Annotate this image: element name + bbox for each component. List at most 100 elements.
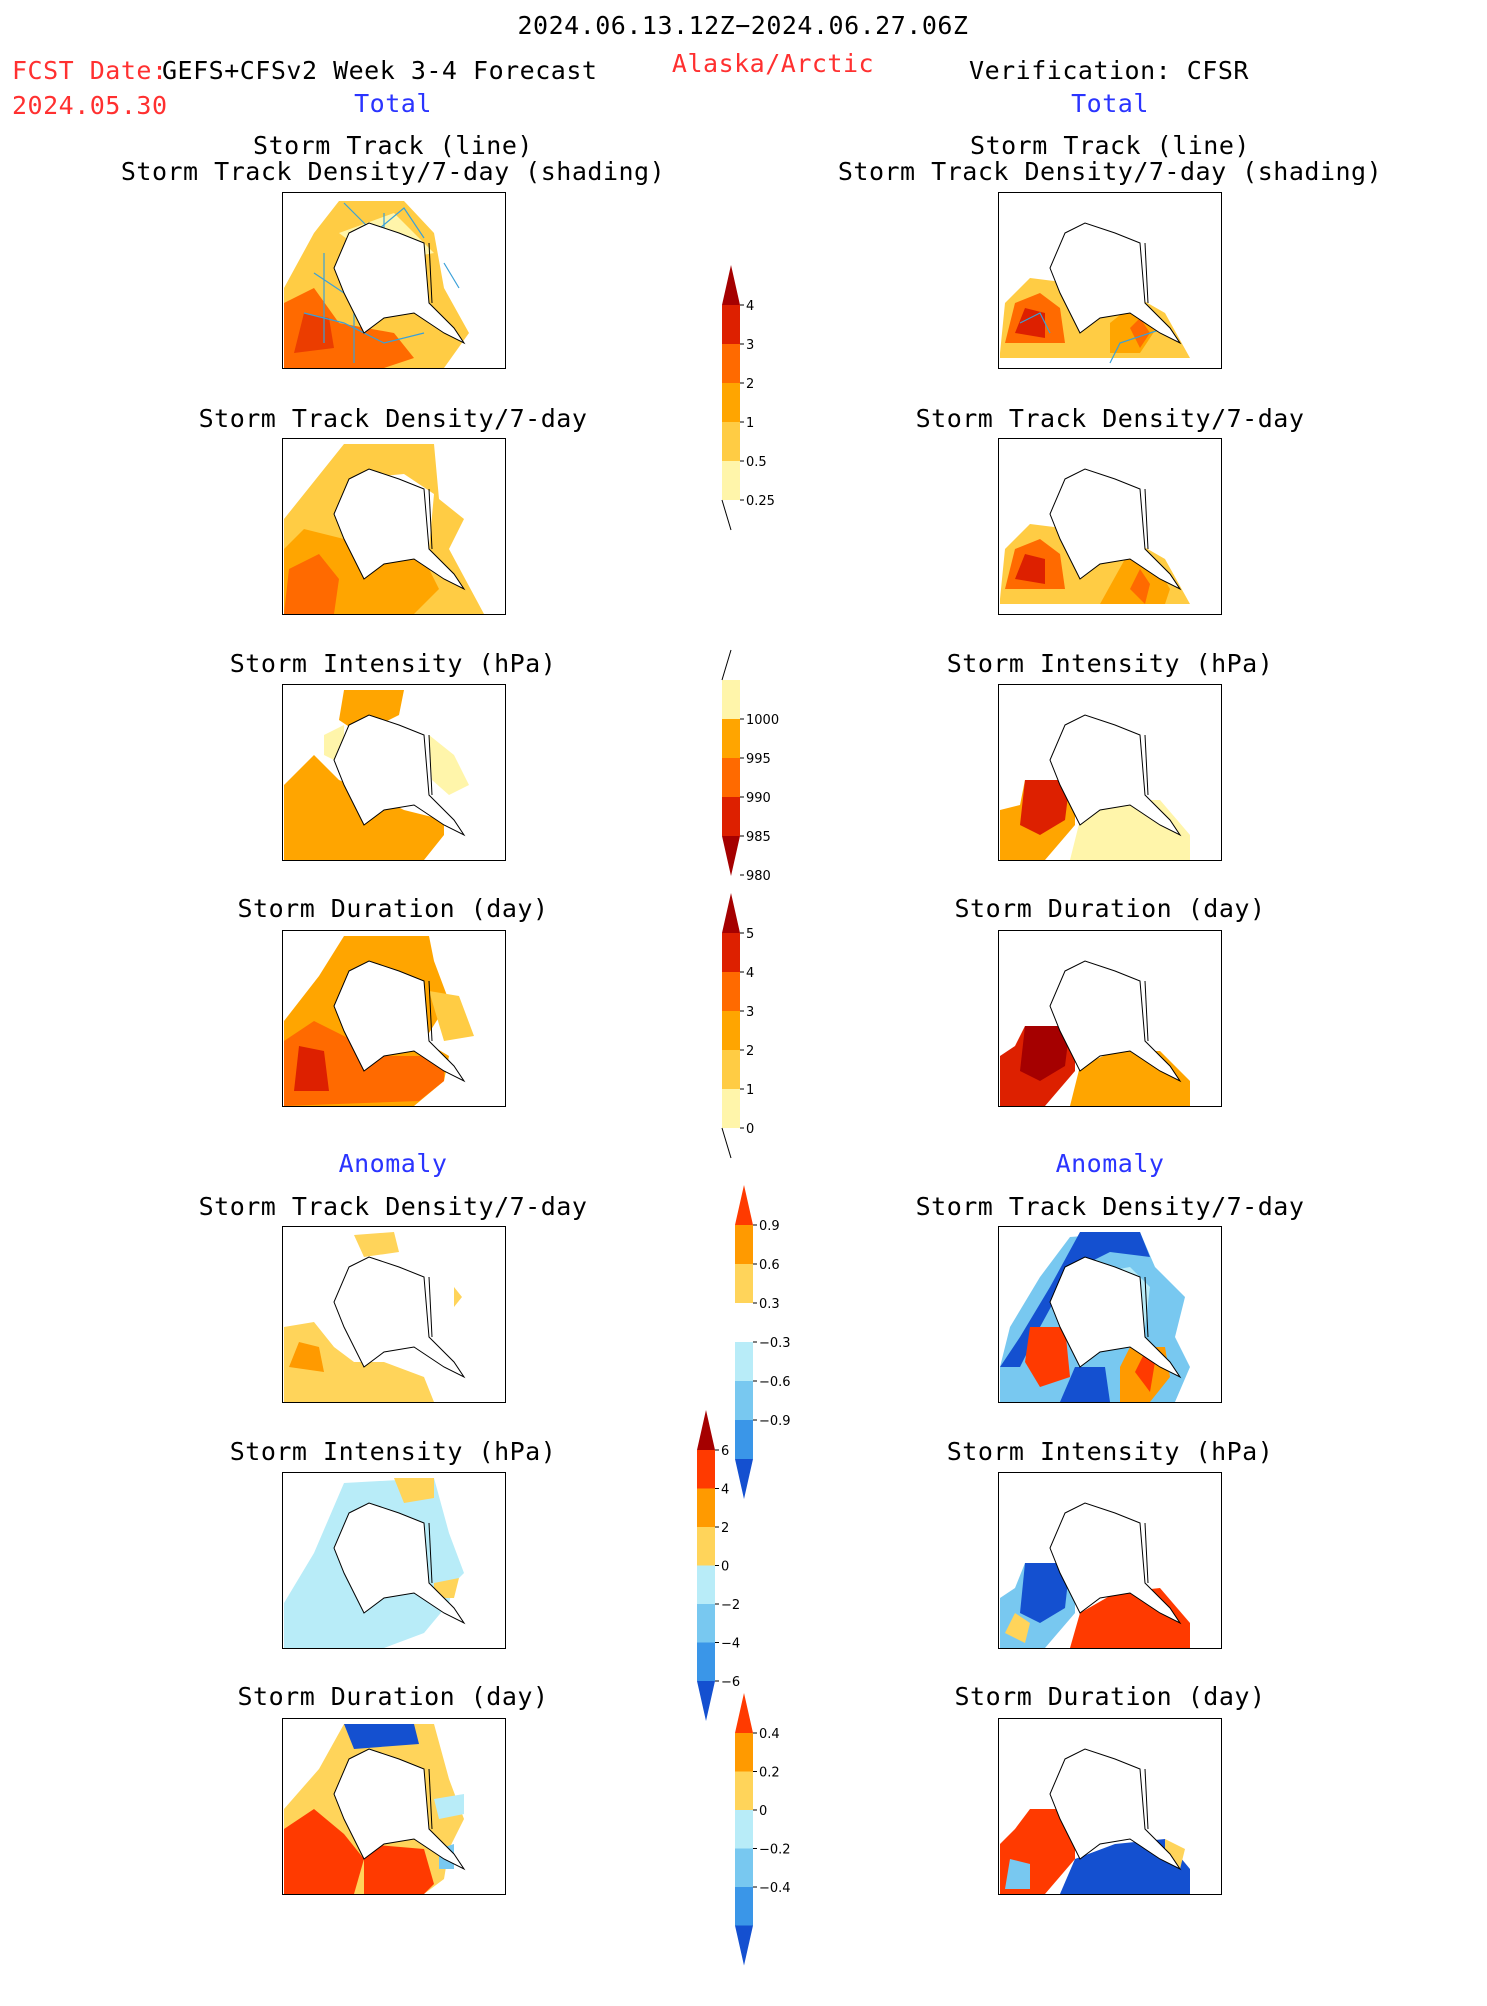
colorbar-segment (697, 1488, 715, 1527)
colorbar-tick-label: −6 (721, 1675, 740, 1690)
panel-title-duration-anom-right: Storm Duration (day) (954, 1682, 1266, 1711)
colorbar-tick-label: 0.2 (759, 1766, 780, 1781)
colorbar-segment (697, 1565, 715, 1604)
colorbar-top-triangle (722, 265, 740, 305)
panel-title-duration-right: Storm Duration (day) (954, 894, 1266, 923)
map-density-anomaly-verification (998, 1226, 1222, 1403)
model-title: GEFS+CFSv2 Week 3-4 Forecast (162, 56, 598, 85)
colorbar-segment (735, 1887, 753, 1926)
colorbar-tick-label: 1000 (746, 713, 779, 728)
panel-title-intensity-right: Storm Intensity (hPa) (946, 649, 1274, 678)
alaska-coastline (1049, 1256, 1182, 1379)
colorbar-tick-label: −0.6 (759, 1375, 791, 1390)
colorbar-segment (735, 1303, 753, 1342)
colorbar-tick-label: 0 (759, 1804, 767, 1819)
colorbar-density: 4 3 2 1 0.5 0.25 (721, 265, 785, 540)
colorbar-segment (735, 1810, 753, 1849)
colorbar-segment (735, 1381, 753, 1420)
colorbar-bottom-triangle (735, 1925, 753, 1966)
colorbar-segment (697, 1604, 715, 1643)
panel-title-intensity-anom-right: Storm Intensity (hPa) (946, 1437, 1274, 1466)
alaska-coastline (1049, 960, 1182, 1083)
panel-title-density-left: Storm Track Density/7-day (198, 404, 588, 433)
colorbar-tick-label: 3 (746, 1005, 754, 1020)
colorbar-tail (721, 649, 732, 681)
colorbar-segment (735, 1225, 753, 1264)
panel-title-density-anom-left: Storm Track Density/7-day (198, 1192, 588, 1221)
colorbar-tick-label: −0.9 (759, 1414, 791, 1429)
colorbar-duration-anomaly: 0.4 0.2 0 −0.2 −0.4 (735, 1693, 798, 2006)
alaska-coastline (1049, 1748, 1182, 1871)
map-shading (284, 1232, 462, 1402)
colorbar-tick-label: 995 (746, 752, 771, 767)
alaska-coastline (1049, 1502, 1182, 1625)
map-duration-anomaly-verification (998, 1718, 1222, 1895)
map-duration-forecast (282, 930, 506, 1107)
alaska-coastline (333, 468, 466, 591)
colorbar-segment (735, 1342, 753, 1381)
verification-title: Verification: CFSR (969, 56, 1249, 85)
colorbar-tick-label: 4 (746, 966, 754, 981)
colorbar-tick-label: 1 (746, 416, 754, 431)
colorbar-segment (735, 1733, 753, 1772)
map-duration-anomaly-forecast (282, 1718, 506, 1895)
colorbar-tick-label: 0 (721, 1560, 729, 1575)
colorbar-top-triangle (735, 1185, 753, 1225)
colorbar-segment (697, 1642, 715, 1681)
colorbar-segment (735, 1848, 753, 1887)
colorbar-segment (722, 680, 740, 719)
panel-title-intensity-anom-left: Storm Intensity (hPa) (229, 1437, 557, 1466)
colorbar-segment (722, 1050, 740, 1089)
alaska-coastline (333, 960, 466, 1083)
map-intensity-anomaly-forecast (282, 1472, 506, 1649)
alaska-coastline (1049, 222, 1182, 345)
section-total-right: Total (1071, 89, 1149, 118)
alaska-coastline (1049, 714, 1182, 837)
map-shading (1000, 1026, 1190, 1106)
colorbar-tick-label: 4 (721, 1483, 729, 1498)
fcst-date-label: FCST Date: (12, 56, 168, 85)
colorbar-bottom-triangle (697, 1681, 715, 1721)
colorbar-segment (722, 758, 740, 797)
colorbar-segment (722, 719, 740, 758)
section-anomaly-right: Anomaly (1055, 1149, 1165, 1178)
map-track-verification (998, 192, 1222, 369)
map-density-anomaly-forecast (282, 1226, 506, 1403)
map-duration-verification (998, 930, 1222, 1107)
colorbar-top-triangle (697, 1410, 715, 1450)
colorbar-duration: 5 4 3 2 1 0 (721, 893, 785, 1168)
colorbar-segment (697, 1527, 715, 1566)
alaska-coastline (333, 1256, 466, 1379)
colorbar-tick-label: 0.9 (759, 1219, 780, 1234)
colorbar-tick-label: 2 (746, 1044, 754, 1059)
colorbar-segment (735, 1264, 753, 1303)
colorbar-tail (721, 499, 732, 531)
panel-title-intensity-left: Storm Intensity (hPa) (229, 649, 557, 678)
colorbar-segment (735, 1420, 753, 1459)
colorbar-tick-label: −0.2 (759, 1843, 791, 1858)
colorbar-density-anomaly: 0.9 0.6 0.3 −0.3 −0.6 −0.9 (735, 1185, 798, 1539)
colorbar-intensity-anomaly: 6 4 2 0 −2 −4 −6 (697, 1410, 760, 1761)
colorbar-bottom-triangle (722, 836, 740, 876)
map-density-forecast (282, 438, 506, 615)
section-anomaly-left: Anomaly (338, 1149, 448, 1178)
colorbar-tick-label: 6 (721, 1444, 729, 1459)
map-intensity-forecast (282, 684, 506, 861)
colorbar-tick-label: −2 (721, 1598, 740, 1613)
colorbar-tail (721, 1127, 732, 1159)
panel-title-track-line-left: Storm Track (line) (253, 131, 533, 160)
colorbar-segment (722, 797, 740, 836)
colorbar-segment (722, 933, 740, 972)
colorbar-intensity: 1000 995 990 985 980 (721, 649, 785, 916)
colorbar-tick-label: 5 (746, 927, 754, 942)
alaska-coastline (333, 1502, 466, 1625)
map-density-verification (998, 438, 1222, 615)
colorbar-bottom-triangle (735, 1459, 753, 1499)
panel-title-duration-left: Storm Duration (day) (237, 894, 549, 923)
colorbar-tick-label: −4 (721, 1637, 740, 1652)
colorbar-tick-label: 0 (746, 1122, 754, 1137)
colorbar-top-triangle (722, 893, 740, 933)
colorbar-tick-label: −0.4 (759, 1881, 791, 1896)
map-intensity-anomaly-verification (998, 1472, 1222, 1649)
colorbar-tick-label: 2 (721, 1521, 729, 1536)
